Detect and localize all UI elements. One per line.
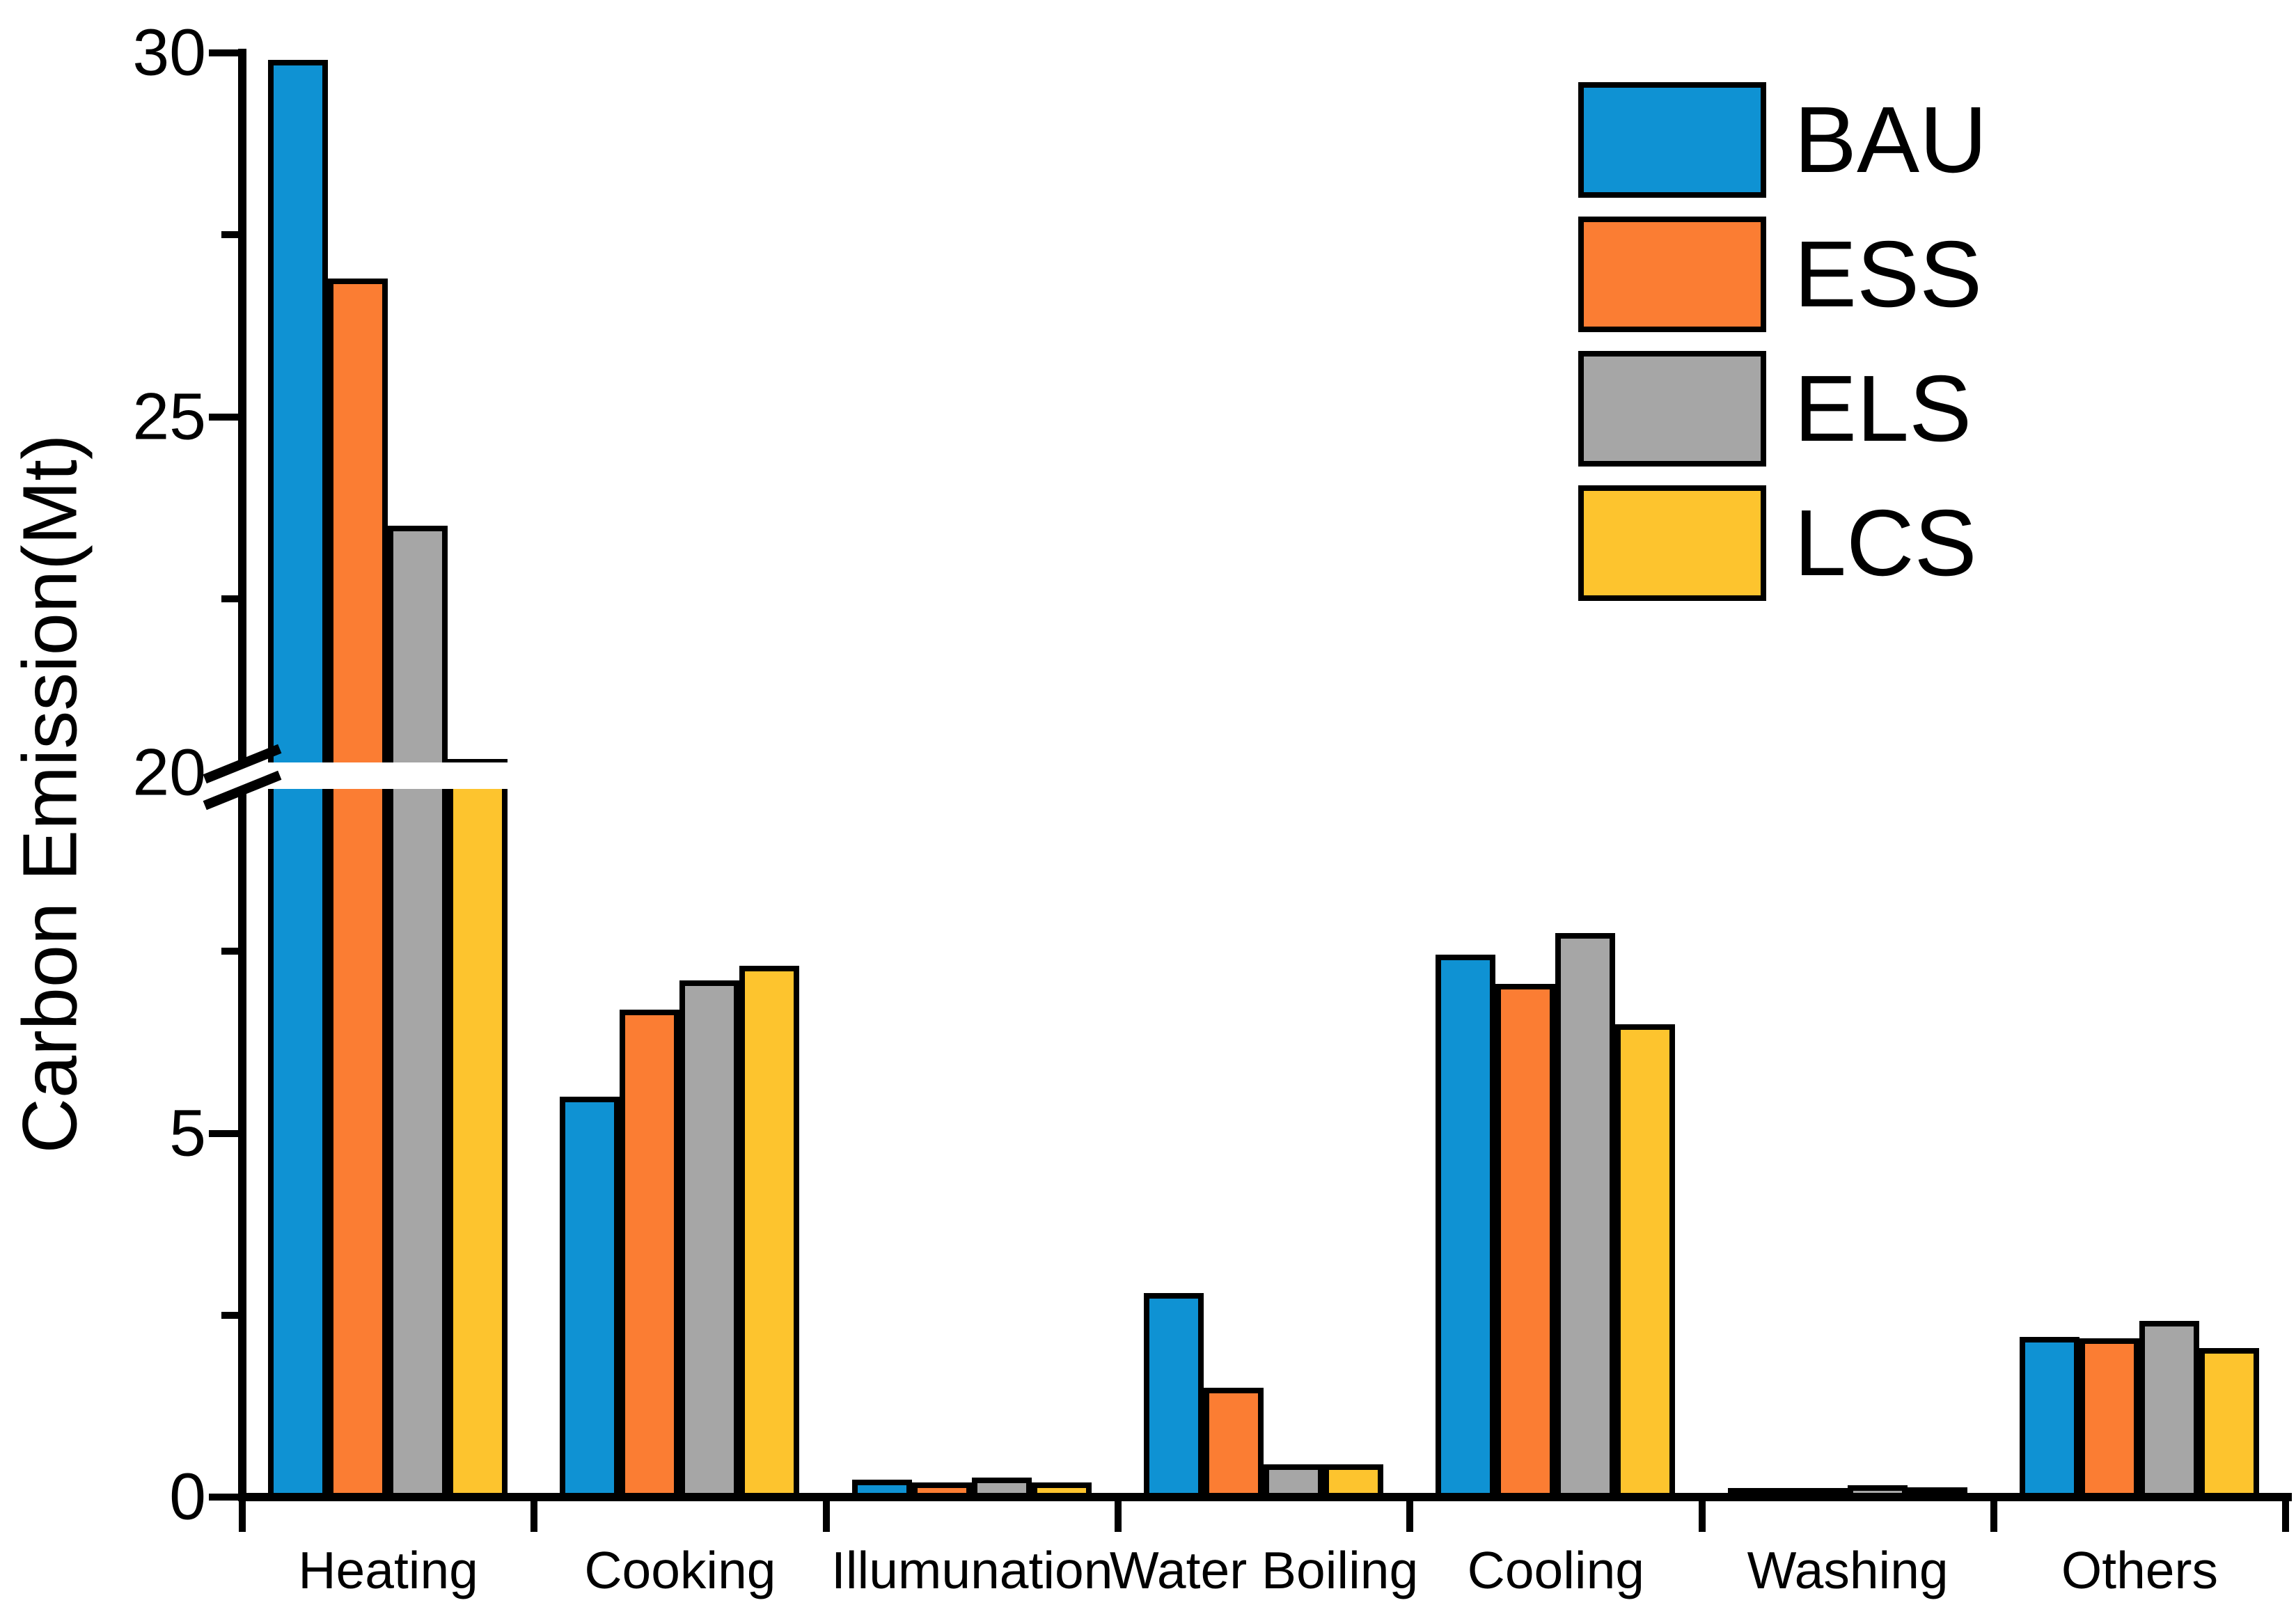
x-category-label: Cooking	[584, 1541, 776, 1599]
y-minor-tick	[221, 948, 242, 955]
y-axis-title: Carbon Emission(Mt)	[7, 434, 93, 1154]
bar-ess-others	[2079, 1338, 2139, 1501]
x-boundary-tick	[1406, 1501, 1414, 1532]
x-boundary-tick	[1990, 1501, 1997, 1532]
bar-els-cooking	[679, 980, 740, 1501]
legend-label-lcs: LCS	[1794, 490, 1977, 595]
x-axis-line	[238, 1493, 2292, 1501]
legend-swatch-ess	[1578, 217, 1766, 332]
bar-ess-heating	[328, 278, 388, 1501]
y-tick-label: 0	[169, 1459, 206, 1534]
legend-swatch-els	[1578, 351, 1766, 467]
bar-els-heating	[388, 526, 448, 1501]
legend-item-els: ELS	[1578, 351, 1988, 467]
y-axis-line-upper	[238, 49, 246, 762]
legend-item-lcs: LCS	[1578, 485, 1988, 601]
x-category-label: Illumunation	[831, 1541, 1113, 1599]
y-major-tick	[209, 1494, 242, 1501]
y-axis-line-lower	[238, 789, 246, 1501]
bar-els-cooling	[1555, 933, 1616, 1501]
bar-ess-cooling	[1495, 984, 1556, 1501]
y-minor-tick	[221, 1311, 242, 1319]
x-boundary-tick	[530, 1501, 538, 1532]
bar-els-others	[2139, 1321, 2199, 1501]
x-boundary-tick	[1698, 1501, 1706, 1532]
bar-lcs-cooling	[1615, 1024, 1676, 1501]
y-major-tick	[209, 413, 242, 421]
legend-item-ess: ESS	[1578, 217, 1988, 332]
y-minor-tick	[221, 595, 242, 602]
legend-swatch-bau	[1578, 82, 1766, 198]
legend: BAU ESS ELS LCS	[1578, 82, 1988, 620]
legend-label-bau: BAU	[1794, 87, 1988, 192]
y-major-tick	[209, 49, 242, 56]
bar-ess-cooking	[620, 1009, 680, 1501]
legend-label-ess: ESS	[1794, 221, 1983, 327]
legend-swatch-lcs	[1578, 485, 1766, 601]
x-category-label: Water Boiling	[1109, 1541, 1419, 1599]
y-minor-tick	[221, 231, 242, 239]
y-tick-label: 20	[132, 735, 206, 810]
x-category-label: Others	[2061, 1541, 2218, 1599]
y-major-tick	[209, 1129, 242, 1137]
legend-item-bau: BAU	[1578, 82, 1988, 198]
x-category-label: Heating	[298, 1541, 478, 1599]
y-tick-label: 5	[169, 1096, 206, 1170]
bar-bau-others	[2019, 1337, 2079, 1501]
bar-bau-water-boiling	[1143, 1293, 1204, 1501]
x-category-label: Washing	[1747, 1541, 1949, 1599]
x-boundary-tick	[239, 1501, 246, 1532]
y-tick-label: 30	[132, 15, 206, 90]
bar-bau-cooling	[1436, 955, 1496, 1501]
x-boundary-tick	[822, 1501, 830, 1532]
axis-break-band	[230, 762, 2292, 789]
bar-bau-cooking	[560, 1097, 620, 1501]
bar-lcs-others	[2199, 1347, 2259, 1501]
y-tick-label: 25	[132, 379, 206, 453]
x-boundary-tick	[2282, 1501, 2290, 1532]
bar-ess-water-boiling	[1203, 1388, 1264, 1501]
bar-lcs-cooking	[739, 966, 800, 1501]
x-boundary-tick	[1114, 1501, 1122, 1532]
x-category-label: Cooling	[1467, 1541, 1645, 1599]
bar-lcs-heating	[448, 758, 508, 1501]
legend-label-els: ELS	[1794, 356, 1972, 461]
